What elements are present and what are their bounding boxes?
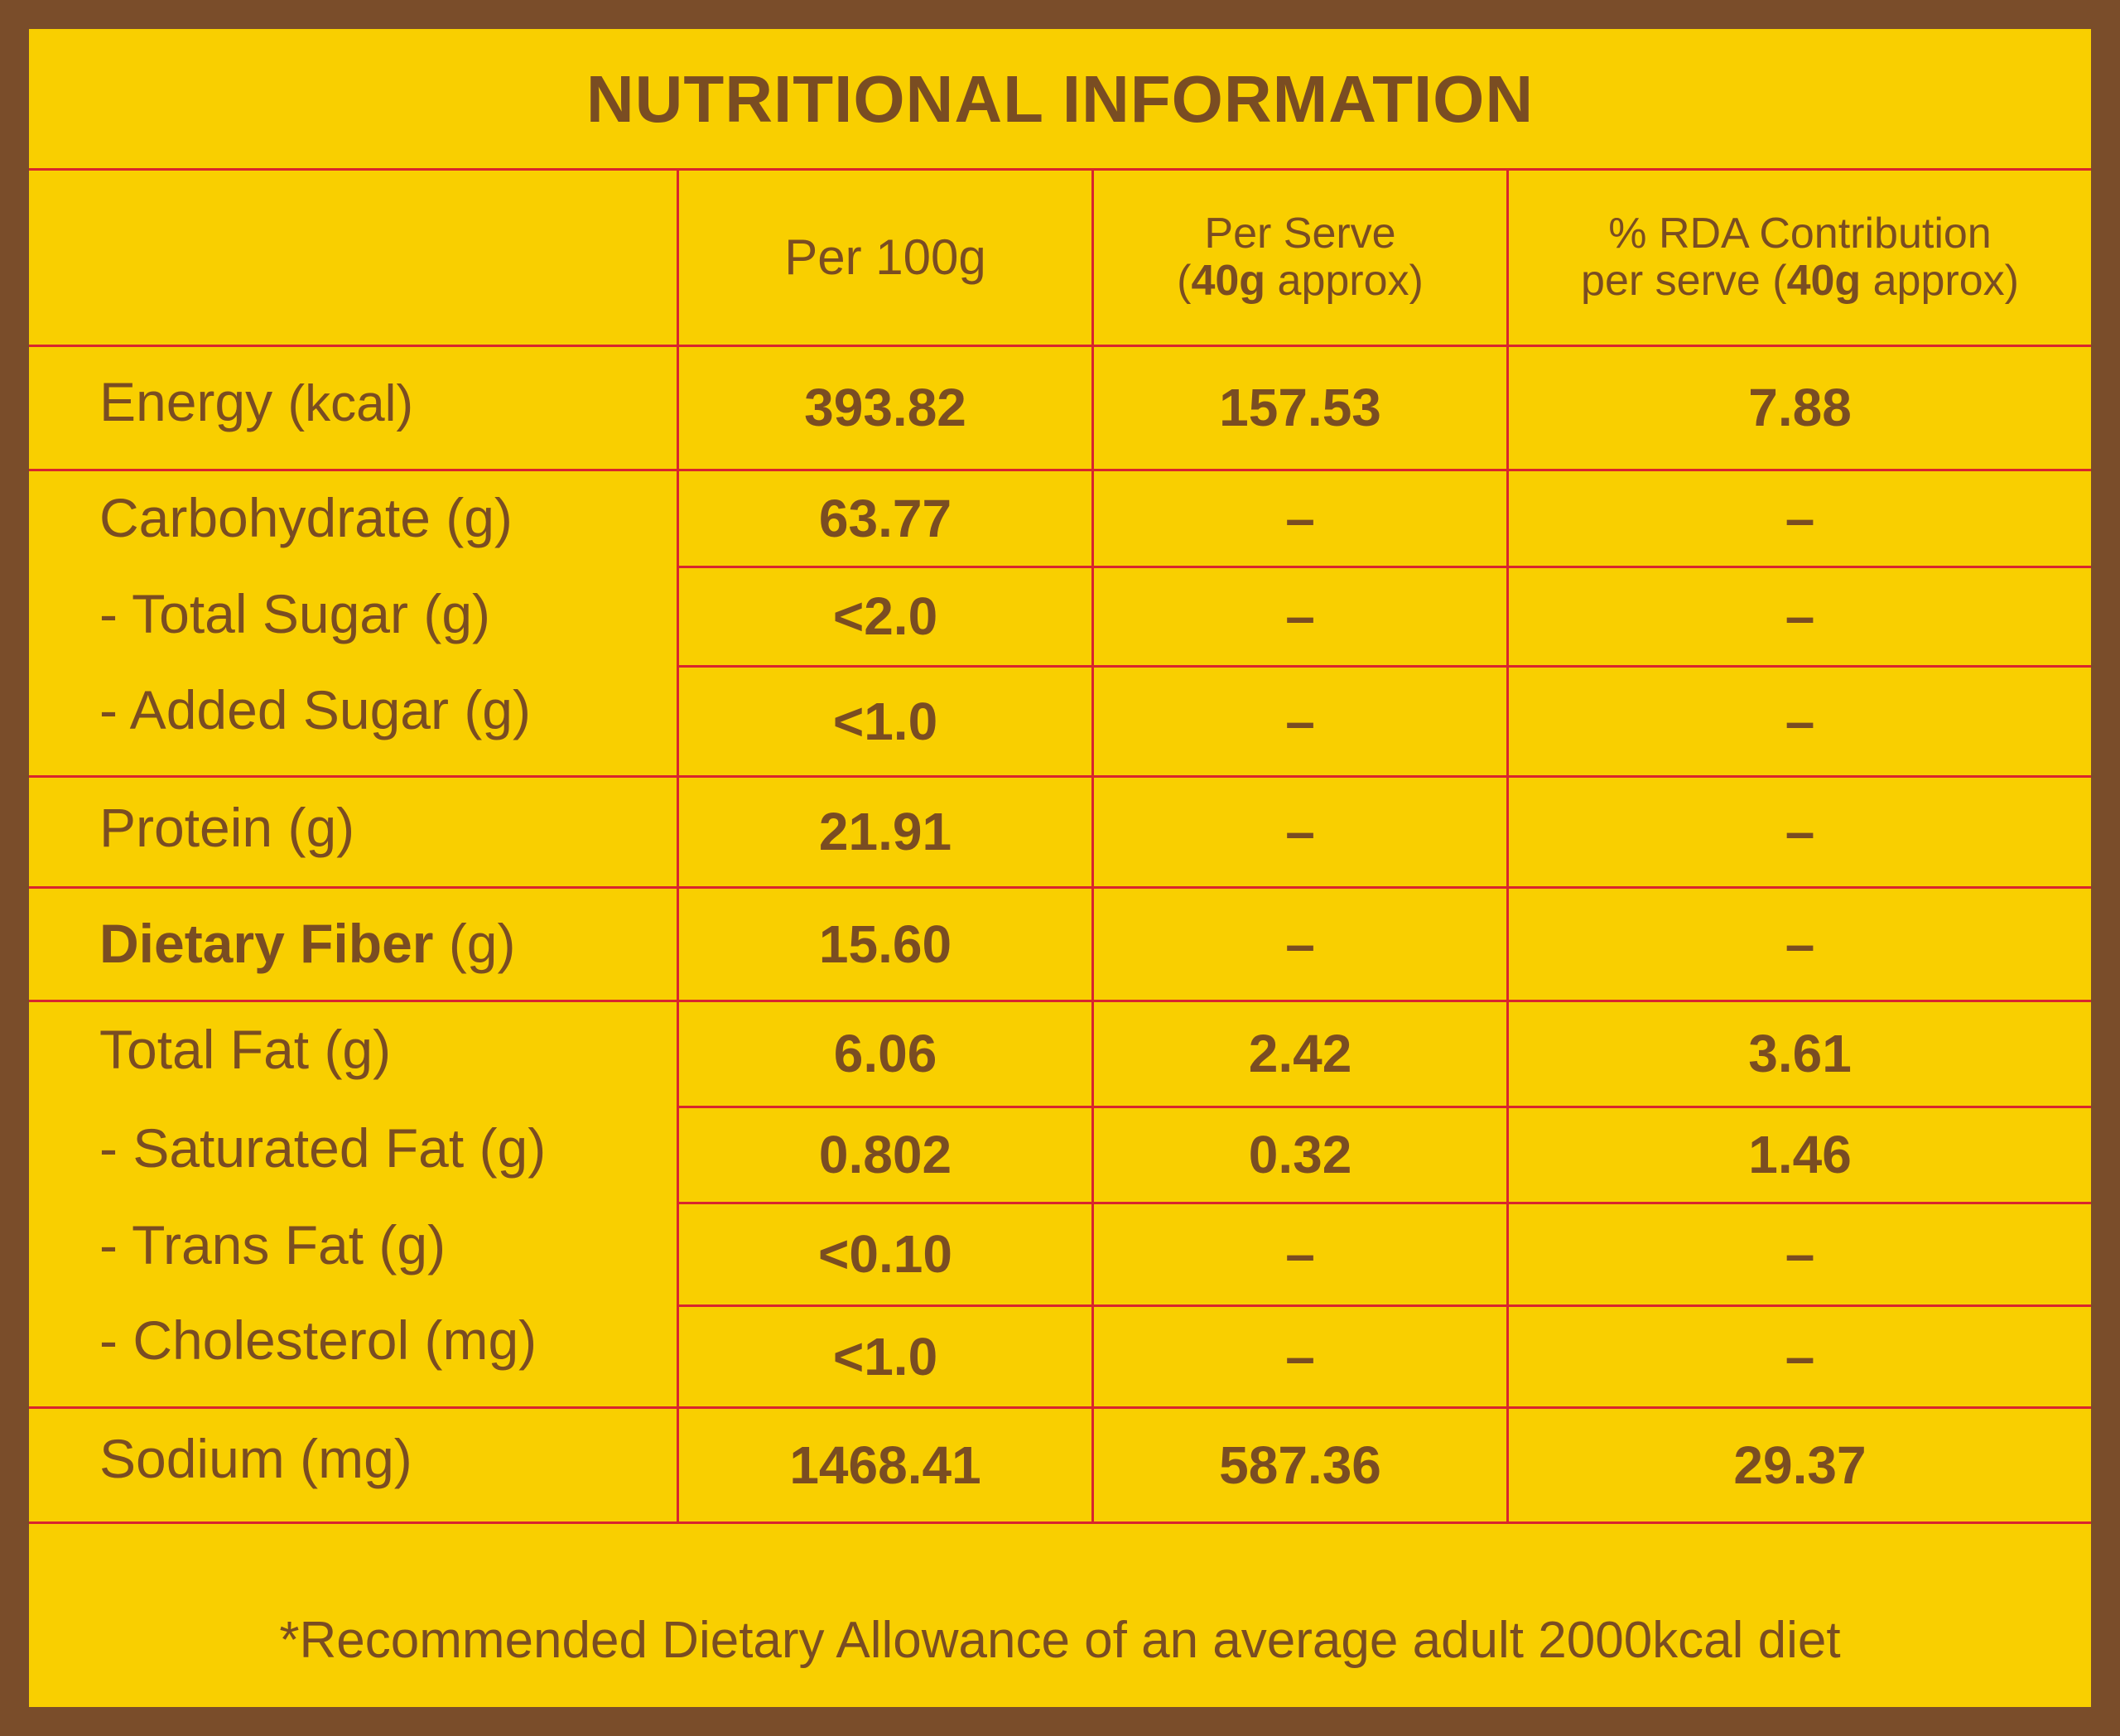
header-rda-line2: per serve (40g approx)	[1581, 257, 2019, 305]
grid-line	[1506, 168, 1509, 1524]
header-per-serve-line1: Per Serve	[1204, 209, 1396, 258]
nutrient-label: - Trans Fat (g)	[99, 1214, 446, 1275]
value-rda: –	[1785, 488, 1815, 548]
value-per-100g: 1468.41	[789, 1435, 981, 1495]
value-rda: –	[1785, 586, 1815, 647]
nutrient-label: - Added Sugar (g)	[99, 679, 531, 740]
grid-line	[677, 1304, 2091, 1307]
grid-line	[29, 345, 2091, 347]
value-per-100g: <1.0	[832, 691, 938, 751]
value-per-serve: 157.53	[1219, 378, 1381, 438]
header-per-100g: Per 100g	[784, 229, 986, 285]
value-rda: –	[1785, 1326, 1815, 1386]
grid-line	[29, 168, 2091, 171]
table-title: NUTRITIONAL INFORMATION	[585, 62, 1535, 136]
value-rda: –	[1785, 802, 1815, 862]
nutrient-label: Total Fat (g)	[99, 1019, 392, 1080]
grid-line	[29, 886, 2091, 889]
value-rda: 1.46	[1748, 1125, 1852, 1185]
value-per-100g: 63.77	[818, 488, 952, 548]
nutrition-panel: NUTRITIONAL INFORMATION Per 100g Per Ser…	[29, 29, 2091, 1707]
value-rda: 29.37	[1733, 1435, 1867, 1495]
header-per-serve: Per Serve (40g approx)	[1094, 171, 1506, 345]
grid-line	[677, 1202, 2091, 1204]
nutrient-label: Dietary Fiber (g)	[99, 913, 516, 974]
value-rda: –	[1785, 691, 1815, 751]
value-rda: –	[1785, 1224, 1815, 1285]
value-per-serve: –	[1285, 1224, 1315, 1285]
grid-line	[677, 566, 2091, 568]
nutrient-label: Carbohydrate (g)	[99, 487, 513, 548]
nutrient-label: - Total Sugar (g)	[99, 583, 491, 644]
value-per-serve: 0.32	[1248, 1125, 1352, 1185]
value-per-serve: –	[1285, 802, 1315, 862]
nutrient-label: - Saturated Fat (g)	[99, 1117, 547, 1179]
value-per-serve: –	[1285, 586, 1315, 647]
nutrient-label: Protein (g)	[99, 797, 355, 858]
header-rda: % RDA Contribution per serve (40g approx…	[1509, 171, 2091, 345]
value-per-100g: 393.82	[804, 378, 966, 438]
value-per-100g: <1.0	[832, 1326, 938, 1386]
grid-line	[677, 168, 679, 1524]
value-per-100g: <0.10	[818, 1224, 952, 1285]
value-per-100g: <2.0	[832, 586, 938, 647]
grid-line	[1091, 168, 1094, 1524]
value-per-serve: –	[1285, 691, 1315, 751]
value-rda: 7.88	[1748, 378, 1852, 438]
value-per-serve: 2.42	[1248, 1024, 1352, 1084]
value-per-100g: 0.802	[818, 1125, 952, 1185]
grid-line	[29, 775, 2091, 778]
rda-footnote: *Recommended Dietary Allowance of an ave…	[279, 1611, 1841, 1669]
nutrient-label: - Cholesterol (mg)	[99, 1309, 537, 1371]
grid-line	[677, 665, 2091, 668]
value-rda: 3.61	[1748, 1024, 1852, 1084]
value-per-serve: 587.36	[1219, 1435, 1381, 1495]
value-per-serve: –	[1285, 488, 1315, 548]
grid-line	[29, 1000, 2091, 1002]
header-per-serve-line2: (40g approx)	[1177, 257, 1424, 305]
value-per-serve: –	[1285, 1326, 1315, 1386]
value-per-serve: –	[1285, 914, 1315, 974]
grid-line	[677, 1106, 2091, 1108]
nutrient-label: Sodium (mg)	[99, 1428, 412, 1489]
value-rda: –	[1785, 914, 1815, 974]
header-rda-line1: % RDA Contribution	[1608, 209, 1992, 258]
value-per-100g: 21.91	[818, 802, 952, 862]
value-per-100g: 15.60	[818, 914, 952, 974]
nutrient-label: Energy (kcal)	[99, 371, 414, 432]
grid-line	[29, 469, 2091, 471]
grid-line	[29, 1406, 2091, 1409]
grid-line	[29, 1521, 2091, 1524]
value-per-100g: 6.06	[833, 1024, 937, 1084]
